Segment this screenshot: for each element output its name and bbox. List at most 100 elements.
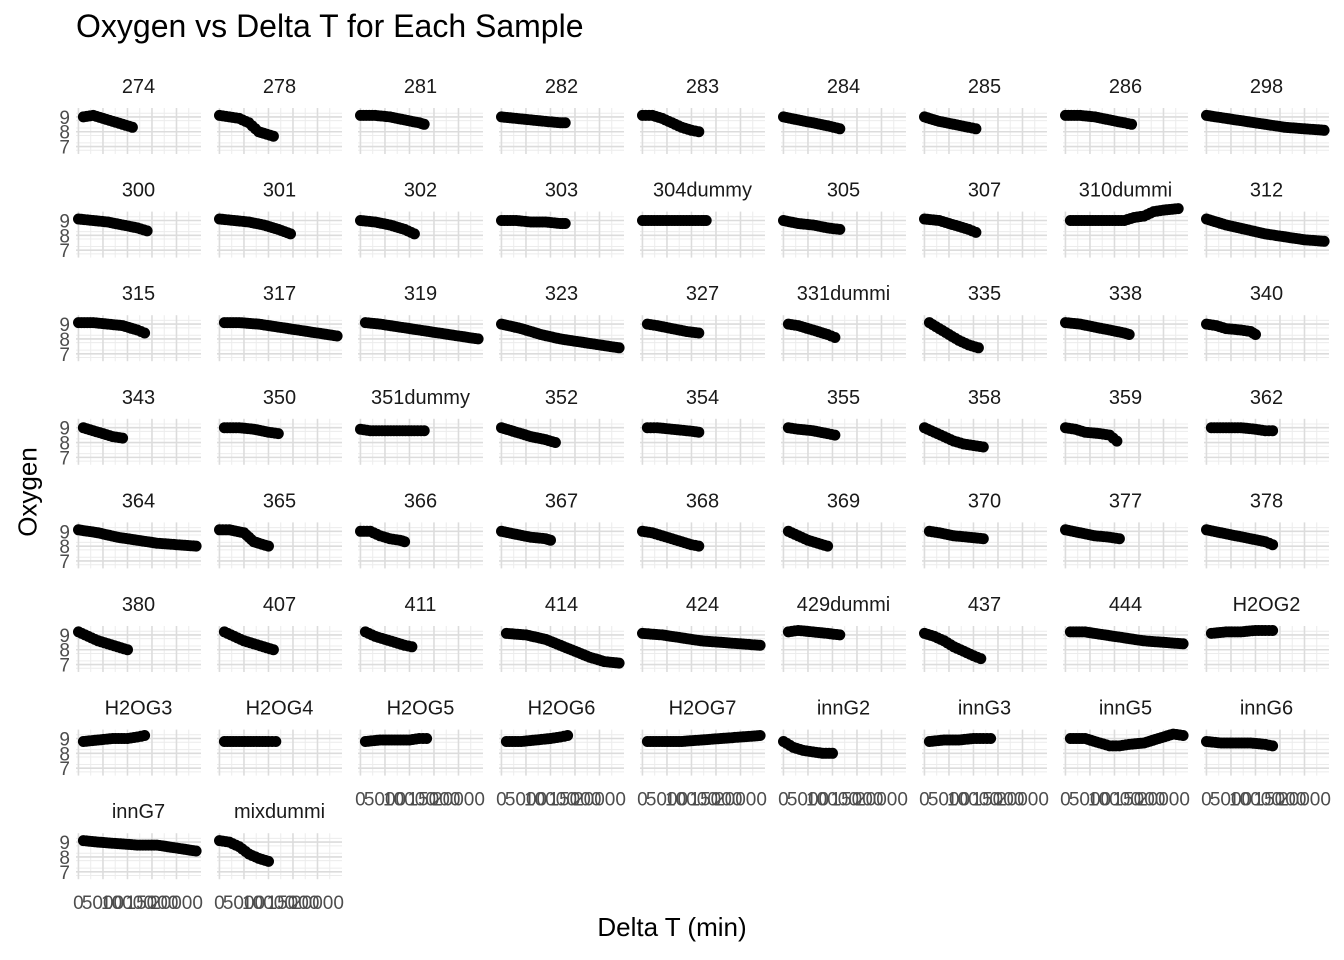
facet-panel: H2OG2 xyxy=(1204,594,1329,672)
data-point xyxy=(613,342,625,354)
data-point xyxy=(970,123,982,135)
facet-panel: 283 xyxy=(637,76,765,154)
facet-strip-label: 305 xyxy=(827,180,860,202)
data-point xyxy=(421,733,433,744)
data-point xyxy=(418,118,430,130)
facet-panel: 369 xyxy=(781,490,906,569)
data-point xyxy=(1250,329,1261,340)
facet-strip-label: 274 xyxy=(122,76,155,98)
x-tick-label: 20000 xyxy=(996,790,1049,811)
facet-panel: 370 xyxy=(922,490,1047,569)
data-point xyxy=(829,429,841,441)
facet-panel: 285 xyxy=(919,76,1047,154)
y-tick-label: 8 xyxy=(59,537,70,558)
x-tick-label: 10000 xyxy=(1229,790,1282,811)
facet-strip-label: innG6 xyxy=(1240,698,1293,720)
x-tick-label: 15000 xyxy=(1254,790,1307,811)
y-tick-label: 8 xyxy=(59,226,70,247)
y-tick-label: 9 xyxy=(59,108,70,129)
data-point xyxy=(1177,730,1189,741)
data-point xyxy=(1267,425,1279,437)
facet-panel: 317 xyxy=(217,283,343,362)
y-tick-label: 7 xyxy=(59,138,70,159)
data-point xyxy=(267,644,279,656)
y-tick-label: 7 xyxy=(59,448,70,469)
facet-strip-label: 319 xyxy=(404,283,437,305)
data-point xyxy=(1318,124,1330,136)
data-point xyxy=(263,855,274,867)
facet-strip-label: 340 xyxy=(1250,283,1283,305)
data-point xyxy=(545,534,556,546)
data-point xyxy=(985,733,997,744)
facet-panel: 302 xyxy=(355,180,483,258)
x-tick-label: 5000 xyxy=(1210,790,1252,811)
x-tick-label: 0 xyxy=(919,790,930,811)
data-point xyxy=(834,629,846,641)
facet-strip-label: 350 xyxy=(263,387,296,409)
facet-strip-label: 407 xyxy=(263,594,296,616)
x-tick-label: 10000 xyxy=(665,790,718,811)
facet-strip-label: 358 xyxy=(968,387,1001,409)
y-tick-label: 9 xyxy=(59,212,70,233)
y-tick-label: 8 xyxy=(59,330,70,351)
x-tick-label: 20000 xyxy=(1137,790,1190,811)
facet-panel: 340 xyxy=(1201,283,1329,362)
data-point xyxy=(559,117,571,129)
facet-strip-label: 351dummy xyxy=(371,387,470,409)
data-point xyxy=(267,130,279,142)
facet-strip-label: 368 xyxy=(686,490,719,512)
facet-strip-label: 380 xyxy=(122,594,155,616)
facet-panel: 365 xyxy=(214,490,342,569)
facet-strip-label: innG7 xyxy=(112,801,165,823)
y-tick-label: 8 xyxy=(59,848,70,869)
y-tick-label: 8 xyxy=(59,744,70,765)
x-tick-label: 15000 xyxy=(549,790,602,811)
facet-panel: 284 xyxy=(778,76,906,154)
facet-strip-label: 307 xyxy=(968,180,1001,202)
data-point xyxy=(126,121,138,133)
data-point xyxy=(693,426,705,438)
facet-strip-label: 369 xyxy=(827,490,860,512)
data-point xyxy=(285,228,296,240)
x-tick-label: 0 xyxy=(637,790,648,811)
facet-strip-label: innG5 xyxy=(1099,698,1152,720)
y-tick-label: 7 xyxy=(59,241,70,262)
chart-title: Oxygen vs Delta T for Each Sample xyxy=(76,8,584,44)
facet-panel: 304dummy xyxy=(637,180,765,258)
facet-panel: 307 xyxy=(919,180,1047,258)
x-tick-label: 5000 xyxy=(787,790,829,811)
x-axis-title: Delta T (min) xyxy=(597,912,747,942)
facet-strip-label: 283 xyxy=(686,76,719,98)
data-point xyxy=(977,441,989,453)
data-point xyxy=(1267,539,1279,551)
facet-panel: 411 xyxy=(358,594,483,672)
y-tick-label: 7 xyxy=(59,759,70,780)
x-tick-label: 20000 xyxy=(855,790,908,811)
x-tick-label: 20000 xyxy=(714,790,767,811)
facet-strip-label: 365 xyxy=(263,490,296,512)
facet-panel: 437 xyxy=(919,594,1047,672)
facet-panel: H2OG3 789 xyxy=(59,698,201,780)
facet-strip-label: 301 xyxy=(263,180,296,202)
x-tick-label: 15000 xyxy=(1113,790,1166,811)
facet-panel: 315 789 xyxy=(59,283,201,366)
y-tick-label: 9 xyxy=(59,419,70,440)
facet-panel: 354 xyxy=(640,387,765,465)
facet-panel: 350 xyxy=(217,387,342,465)
data-point xyxy=(822,540,834,552)
facet-panel: 331dummi xyxy=(781,283,906,362)
facet-panel: 298 xyxy=(1201,76,1330,154)
data-point xyxy=(272,428,284,440)
facet-strip-label: 331dummi xyxy=(797,283,890,305)
x-tick-label: 0 xyxy=(355,790,366,811)
data-point xyxy=(331,330,343,342)
y-tick-label: 8 xyxy=(59,641,70,662)
facet-strip-label: H2OG3 xyxy=(105,698,173,720)
x-tick-label: 5000 xyxy=(505,790,547,811)
